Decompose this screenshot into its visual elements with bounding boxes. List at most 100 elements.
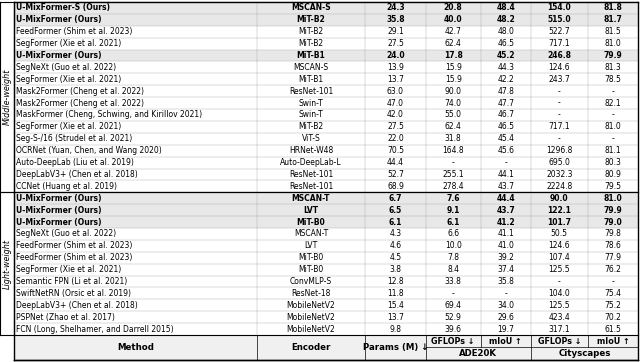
Text: 9.1: 9.1 bbox=[447, 206, 460, 215]
Text: 75.2: 75.2 bbox=[605, 301, 621, 310]
Text: 61.5: 61.5 bbox=[605, 325, 621, 333]
Text: 44.4: 44.4 bbox=[387, 158, 404, 167]
Text: 45.6: 45.6 bbox=[497, 146, 514, 155]
Text: 80.3: 80.3 bbox=[605, 158, 621, 167]
Text: 34.0: 34.0 bbox=[497, 301, 514, 310]
Text: 6.5: 6.5 bbox=[389, 206, 402, 215]
Text: MiT-B1: MiT-B1 bbox=[298, 75, 323, 84]
Text: Mask2Former (Cheng et al. 2022): Mask2Former (Cheng et al. 2022) bbox=[16, 87, 144, 96]
Text: 42.2: 42.2 bbox=[497, 75, 514, 84]
Text: ResNet-18: ResNet-18 bbox=[291, 289, 331, 298]
Text: 43.7: 43.7 bbox=[497, 182, 514, 191]
Text: -: - bbox=[612, 134, 614, 143]
Text: 6.1: 6.1 bbox=[388, 218, 402, 227]
Text: Encoder: Encoder bbox=[291, 343, 331, 352]
Text: FeedFormer (Shim et al. 2023): FeedFormer (Shim et al. 2023) bbox=[16, 253, 132, 262]
Text: 81.3: 81.3 bbox=[605, 63, 621, 72]
Text: 125.5: 125.5 bbox=[548, 265, 570, 274]
Text: ConvMLP-S: ConvMLP-S bbox=[290, 277, 332, 286]
Text: 81.5: 81.5 bbox=[605, 27, 621, 36]
Text: MiT-B1: MiT-B1 bbox=[296, 51, 325, 60]
Text: 69.4: 69.4 bbox=[445, 301, 461, 310]
Text: Method: Method bbox=[117, 343, 154, 352]
Text: GFLOPs ↓: GFLOPs ↓ bbox=[538, 337, 581, 345]
Text: 2032.3: 2032.3 bbox=[546, 170, 573, 179]
Text: 107.4: 107.4 bbox=[548, 253, 570, 262]
Text: MobileNetV2: MobileNetV2 bbox=[287, 301, 335, 310]
Text: -: - bbox=[612, 277, 614, 286]
Text: ResNet-101: ResNet-101 bbox=[289, 170, 333, 179]
Text: 81.1: 81.1 bbox=[605, 146, 621, 155]
Text: 41.1: 41.1 bbox=[497, 230, 514, 239]
Text: 27.5: 27.5 bbox=[387, 39, 404, 48]
Text: 24.3: 24.3 bbox=[386, 4, 404, 12]
Text: 3.8: 3.8 bbox=[390, 265, 401, 274]
Text: 717.1: 717.1 bbox=[548, 122, 570, 131]
Text: 48.4: 48.4 bbox=[497, 4, 515, 12]
Text: FCN (Long, Shelhamer, and Darrell 2015): FCN (Long, Shelhamer, and Darrell 2015) bbox=[16, 325, 173, 333]
Text: PSPNet (Zhao et al. 2017): PSPNet (Zhao et al. 2017) bbox=[16, 313, 115, 322]
Text: SegFormer (Xie et al. 2021): SegFormer (Xie et al. 2021) bbox=[16, 39, 121, 48]
Text: 278.4: 278.4 bbox=[442, 182, 464, 191]
Text: MSCAN-S: MSCAN-S bbox=[291, 4, 331, 12]
Text: 78.5: 78.5 bbox=[605, 75, 621, 84]
Text: LVT: LVT bbox=[304, 241, 317, 250]
Text: 47.7: 47.7 bbox=[497, 98, 514, 108]
Text: Params (M) ↓: Params (M) ↓ bbox=[363, 343, 428, 352]
Text: 48.2: 48.2 bbox=[497, 15, 515, 24]
Bar bbox=[14, 192, 638, 204]
Text: 20.8: 20.8 bbox=[444, 4, 463, 12]
Text: 74.0: 74.0 bbox=[445, 98, 461, 108]
Text: LVT: LVT bbox=[303, 206, 319, 215]
Text: 45.2: 45.2 bbox=[497, 51, 515, 60]
Text: 1296.8: 1296.8 bbox=[546, 146, 573, 155]
Text: 46.5: 46.5 bbox=[497, 122, 514, 131]
Text: CCNet (Huang et al. 2019): CCNet (Huang et al. 2019) bbox=[16, 182, 117, 191]
Text: MiT-B0: MiT-B0 bbox=[296, 218, 325, 227]
Text: 515.0: 515.0 bbox=[548, 15, 571, 24]
Text: 79.0: 79.0 bbox=[604, 218, 622, 227]
Text: 423.4: 423.4 bbox=[548, 313, 570, 322]
Text: U-MixFormer (Ours): U-MixFormer (Ours) bbox=[16, 51, 102, 60]
Text: 6.7: 6.7 bbox=[388, 194, 402, 203]
Text: SegFormer (Xie et al. 2021): SegFormer (Xie et al. 2021) bbox=[16, 75, 121, 84]
Text: 695.0: 695.0 bbox=[548, 158, 570, 167]
Text: 68.9: 68.9 bbox=[387, 182, 404, 191]
Text: 255.1: 255.1 bbox=[442, 170, 464, 179]
Text: 29.6: 29.6 bbox=[497, 313, 514, 322]
Bar bbox=[14, 14, 638, 26]
Text: FeedFormer (Shim et al. 2023): FeedFormer (Shim et al. 2023) bbox=[16, 241, 132, 250]
Text: Auto-DeepLab-L: Auto-DeepLab-L bbox=[280, 158, 342, 167]
Text: 75.4: 75.4 bbox=[605, 289, 621, 298]
Text: Auto-DeepLab (Liu et al. 2019): Auto-DeepLab (Liu et al. 2019) bbox=[16, 158, 134, 167]
Text: 55.0: 55.0 bbox=[445, 110, 461, 119]
Text: 46.7: 46.7 bbox=[497, 110, 514, 119]
Text: 79.5: 79.5 bbox=[605, 182, 621, 191]
Text: 124.6: 124.6 bbox=[548, 241, 570, 250]
Text: 80.9: 80.9 bbox=[605, 170, 621, 179]
Text: ViT-S: ViT-S bbox=[301, 134, 320, 143]
Bar bbox=[14, 335, 638, 360]
Text: 47.0: 47.0 bbox=[387, 98, 404, 108]
Text: SegNeXt (Guo et al. 2022): SegNeXt (Guo et al. 2022) bbox=[16, 63, 116, 72]
Text: 81.7: 81.7 bbox=[604, 15, 623, 24]
Text: Cityscapes: Cityscapes bbox=[558, 349, 611, 358]
Text: HRNet-W48: HRNet-W48 bbox=[289, 146, 333, 155]
Text: SegFormer (Xie et al. 2021): SegFormer (Xie et al. 2021) bbox=[16, 122, 121, 131]
Text: 2224.8: 2224.8 bbox=[546, 182, 573, 191]
Text: 164.8: 164.8 bbox=[442, 146, 464, 155]
Text: U-MixFormer (Ours): U-MixFormer (Ours) bbox=[16, 15, 102, 24]
Text: 31.8: 31.8 bbox=[445, 134, 461, 143]
Text: 39.2: 39.2 bbox=[497, 253, 514, 262]
Text: 15.9: 15.9 bbox=[445, 63, 461, 72]
Text: 78.6: 78.6 bbox=[605, 241, 621, 250]
Text: 62.4: 62.4 bbox=[445, 122, 461, 131]
Text: -: - bbox=[558, 98, 561, 108]
Text: 13.7: 13.7 bbox=[387, 313, 404, 322]
Bar bbox=[14, 216, 638, 228]
Text: Mask2Former (Cheng et al. 2022): Mask2Former (Cheng et al. 2022) bbox=[16, 98, 144, 108]
Text: -: - bbox=[452, 289, 454, 298]
Text: 243.7: 243.7 bbox=[548, 75, 570, 84]
Text: 15.9: 15.9 bbox=[445, 75, 461, 84]
Text: 6.1: 6.1 bbox=[447, 218, 460, 227]
